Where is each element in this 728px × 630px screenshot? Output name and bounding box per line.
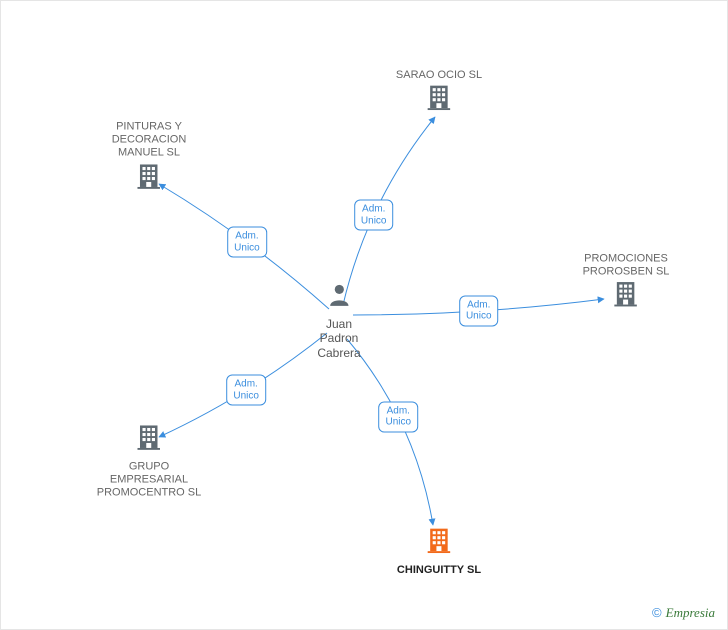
person-icon	[328, 282, 350, 308]
company-node-promociones: PROMOCIONES PROROSBEN SL	[583, 248, 670, 313]
company-node-sarao: SARAO OCIO SL	[396, 65, 482, 117]
company-label: PINTURAS Y DECORACION MANUEL SL	[112, 121, 187, 161]
building-icon	[424, 82, 454, 112]
edge-label-sarao: Adm. Unico	[354, 200, 394, 231]
company-node-pinturas: PINTURAS Y DECORACION MANUEL SL	[112, 117, 187, 196]
edge-label-chinguitty: Adm. Unico	[378, 401, 418, 432]
watermark-text: Empresia	[666, 605, 715, 620]
edge-label-promociones: Adm. Unico	[459, 295, 499, 326]
company-node-grupo: GRUPO EMPRESARIAL PROMOCENTRO SL	[97, 422, 202, 501]
company-node-chinguitty: CHINGUITTY SL	[397, 525, 481, 577]
building-icon	[611, 279, 641, 309]
center-person-label: Juan Padron Cabrera	[317, 317, 360, 360]
building-icon	[134, 160, 164, 190]
company-label: GRUPO EMPRESARIAL PROMOCENTRO SL	[97, 461, 202, 501]
center-person-node: Juan Padron Cabrera	[317, 282, 360, 360]
diagram-canvas: Adm. Unico Adm. Unico Adm. Unico Adm. Unico…	[0, 0, 728, 630]
watermark: © Empresia	[652, 605, 715, 621]
copyright-symbol: ©	[652, 605, 662, 620]
building-icon	[134, 422, 164, 452]
edge-label-pinturas: Adm. Unico	[227, 227, 267, 258]
edges-layer	[1, 1, 728, 630]
edge-label-grupo: Adm. Unico	[226, 375, 266, 406]
company-label: PROMOCIONES PROROSBEN SL	[583, 252, 670, 278]
company-label: SARAO OCIO SL	[396, 69, 482, 82]
building-icon	[424, 525, 454, 555]
company-label: CHINGUITTY SL	[397, 564, 481, 577]
